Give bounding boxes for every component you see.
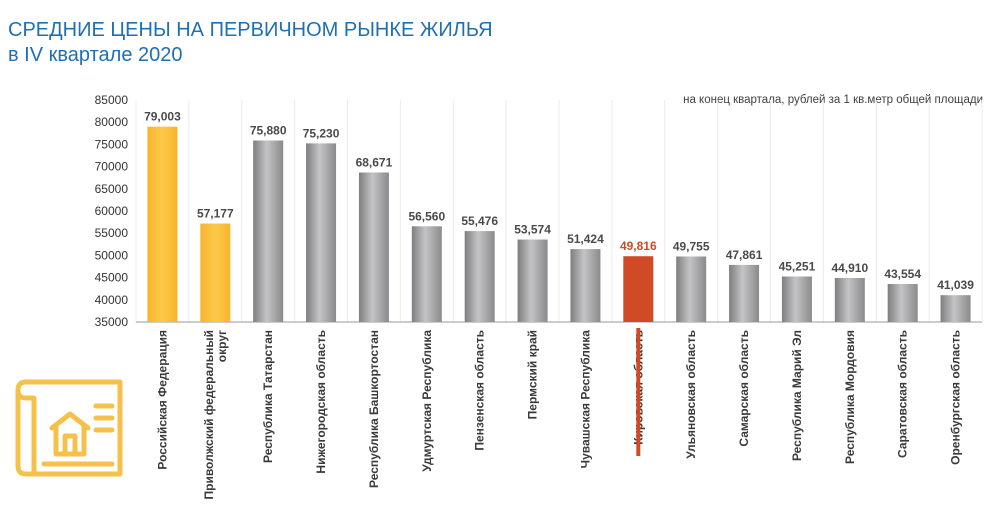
y-tick-label: 80000 [95,115,129,129]
bar [676,256,707,322]
y-tick-label: 35000 [95,315,129,329]
category-label: Чувашская Республика [578,330,592,469]
category-label: Пермский край [526,330,540,419]
category-label: Республика Мордовия [843,330,857,464]
bar [358,172,389,322]
data-label: 47,861 [726,248,763,262]
category-label: Приволжский федеральный [202,330,216,500]
bar [306,143,337,322]
bar [253,140,284,322]
data-label: 49,755 [673,239,710,253]
y-tick-label: 70000 [95,160,129,174]
category-label: Самарская область [737,330,751,447]
y-tick-label: 45000 [95,271,129,285]
bar [781,276,812,322]
y-tick-label: 40000 [95,293,129,307]
bar [147,126,178,322]
chart-title: СРЕДНИЕ ЦЕНЫ НА ПЕРВИЧНОМ РЫНКЕ ЖИЛЬЯ в … [8,18,493,68]
y-tick-label: 55000 [95,226,129,240]
category-label: Республика Марий Эл [790,330,804,461]
data-label: 75,230 [303,126,340,140]
data-label: 43,554 [884,267,921,281]
bar [517,239,548,322]
y-tick-label: 60000 [95,204,129,218]
category-label: Удмуртская Республика [420,330,434,472]
bar [729,264,760,322]
data-label: 44,910 [831,261,868,275]
category-label: Республика Татарстан [261,330,275,463]
bar [570,249,601,322]
category-label: Саратовская область [896,330,910,458]
title-line-2: в IV квартале 2020 [8,44,183,66]
data-label: 49,816 [620,239,657,253]
bar [834,277,865,322]
bar [887,284,918,322]
bar [464,231,495,322]
category-label: Республика Башкортостан [367,330,381,488]
y-tick-label: 75000 [95,137,129,151]
data-label: 55,476 [461,214,498,228]
category-label: Российская Федерация [155,330,169,470]
house-blueprint-icon [12,378,128,485]
category-label: округ [215,330,229,362]
data-label: 56,560 [408,209,445,223]
data-label: 41,039 [937,278,974,292]
y-tick-label: 50000 [95,248,129,262]
units-note: на конец квартала, рублей за 1 кв.метр о… [683,94,983,106]
bar [200,223,231,322]
title-line-1: СРЕДНИЕ ЦЕНЫ НА ПЕРВИЧНОМ РЫНКЕ ЖИЛЬЯ [8,19,493,41]
data-label: 68,671 [356,156,393,170]
bar [940,295,971,322]
bar [411,226,442,322]
category-label: Нижегородская область [314,330,328,474]
category-label: Оренбургская область [949,330,963,465]
data-label: 51,424 [567,232,604,246]
category-label: Ульяновская область [684,330,698,459]
data-label: 45,251 [779,259,816,273]
category-label: Пензенская область [473,330,487,451]
category-highlight-marker [636,328,641,456]
data-label: 57,177 [197,207,234,221]
y-tick-label: 85000 [95,93,129,107]
data-label: 79,003 [144,110,181,124]
y-tick-label: 65000 [95,182,129,196]
bar [623,256,654,322]
data-label: 75,880 [250,123,287,137]
data-label: 53,574 [514,223,551,237]
